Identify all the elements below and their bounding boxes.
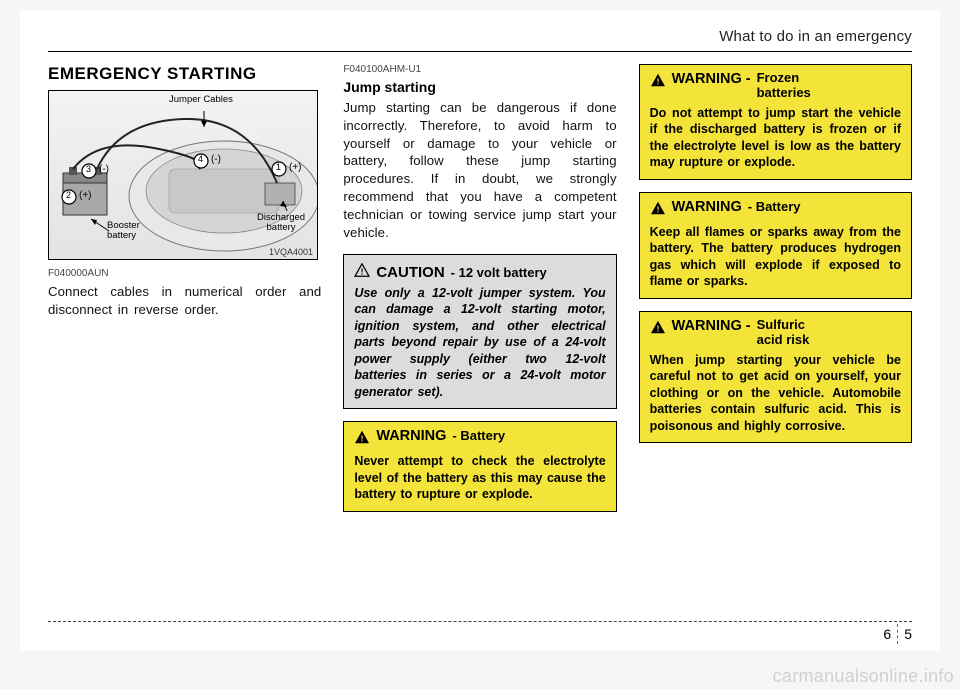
fig-marker-2: 2 xyxy=(66,191,71,200)
page: What to do in an emergency EMERGENCY STA… xyxy=(20,10,940,650)
fig-label-jumper: Jumper Cables xyxy=(169,95,233,105)
svg-text:!: ! xyxy=(656,205,659,215)
warning-icon: ! xyxy=(354,428,370,449)
caution-title: CAUTION xyxy=(376,264,444,281)
footer-divider xyxy=(48,621,912,622)
warning-sub-1: Frozen xyxy=(757,71,811,86)
warning-acid: ! WARNING - Sulfuric acid risk When jump… xyxy=(639,311,912,443)
column-2: F040100AHM-U1 Jump starting Jump startin… xyxy=(343,64,616,512)
fig-plus-1: (+) xyxy=(289,163,302,174)
warning-sub: - Battery xyxy=(748,199,801,214)
warning-title: WARNING xyxy=(376,428,446,444)
page-num-left: 6 xyxy=(883,626,891,642)
fig-plus-2: (+) xyxy=(79,191,92,202)
svg-text:!: ! xyxy=(656,77,659,87)
warning-title: WARNING - xyxy=(672,71,751,87)
warning-sub-2: batteries xyxy=(757,86,811,101)
fig-minus-3: (-) xyxy=(99,165,109,176)
svg-text:!: ! xyxy=(361,434,364,444)
warning-title: WARNING - xyxy=(672,318,751,334)
section-title: EMERGENCY STARTING xyxy=(48,64,321,84)
warning-icon: ! xyxy=(650,318,666,339)
warning-body: Never attempt to check the electrolyte l… xyxy=(354,453,605,503)
fig-marker-3: 3 xyxy=(86,165,91,174)
content-columns: EMERGENCY STARTING xyxy=(48,64,912,512)
text-col1: Connect cables in numerical order and di… xyxy=(48,283,321,319)
column-1: EMERGENCY STARTING xyxy=(48,64,321,512)
warning-sub-2: acid risk xyxy=(757,333,810,348)
fig-minus-4: (-) xyxy=(211,155,221,166)
code-col1: F040000AUN xyxy=(48,268,321,279)
warning-icon: ! xyxy=(650,199,666,220)
warning-sub-1: Sulfuric xyxy=(757,318,810,333)
svg-text:!: ! xyxy=(361,266,364,276)
warning-battery-1: ! WARNING - Battery Never attempt to che… xyxy=(343,421,616,512)
jumpstart-figure: Jumper Cables Booster battery Discharged… xyxy=(48,90,318,260)
caution-icon: ! xyxy=(354,261,370,280)
svg-text:!: ! xyxy=(656,324,659,334)
page-number: 6 5 xyxy=(883,624,912,644)
text-col2: Jump starting can be dangerous if done i… xyxy=(343,99,616,242)
fig-marker-4: 4 xyxy=(198,155,203,164)
column-3: ! WARNING - Frozen batteries Do not atte… xyxy=(639,64,912,512)
caution-12v: ! CAUTION - 12 volt battery Use only a 1… xyxy=(343,254,616,410)
caution-sub: - 12 volt battery xyxy=(451,265,547,280)
warning-frozen: ! WARNING - Frozen batteries Do not atte… xyxy=(639,64,912,180)
code-col2: F040100AHM-U1 xyxy=(343,64,616,75)
fig-label-booster: Booster battery xyxy=(107,221,140,241)
warning-body: When jump starting your vehicle be caref… xyxy=(650,352,901,435)
warning-sub: - Battery xyxy=(452,428,505,443)
warning-body: Keep all flames or sparks away from the … xyxy=(650,224,901,290)
page-num-separator xyxy=(897,624,898,644)
fig-serial: 1VQA4001 xyxy=(269,247,313,257)
caution-body: Use only a 12-volt jumper system. You ca… xyxy=(354,285,605,401)
warning-body: Do not attempt to jump start the vehicle… xyxy=(650,105,901,171)
warning-icon: ! xyxy=(650,71,666,92)
watermark: carmanualsonline.info xyxy=(773,666,954,687)
fig-marker-1: 1 xyxy=(276,163,281,172)
warning-title: WARNING xyxy=(672,199,742,215)
page-num-right: 5 xyxy=(904,626,912,642)
fig-label-discharged: Discharged battery xyxy=(257,213,305,233)
heading-jumpstart: Jump starting xyxy=(343,79,616,95)
chapter-header: What to do in an emergency xyxy=(48,28,912,52)
warning-battery-2: ! WARNING - Battery Keep all flames or s… xyxy=(639,192,912,299)
